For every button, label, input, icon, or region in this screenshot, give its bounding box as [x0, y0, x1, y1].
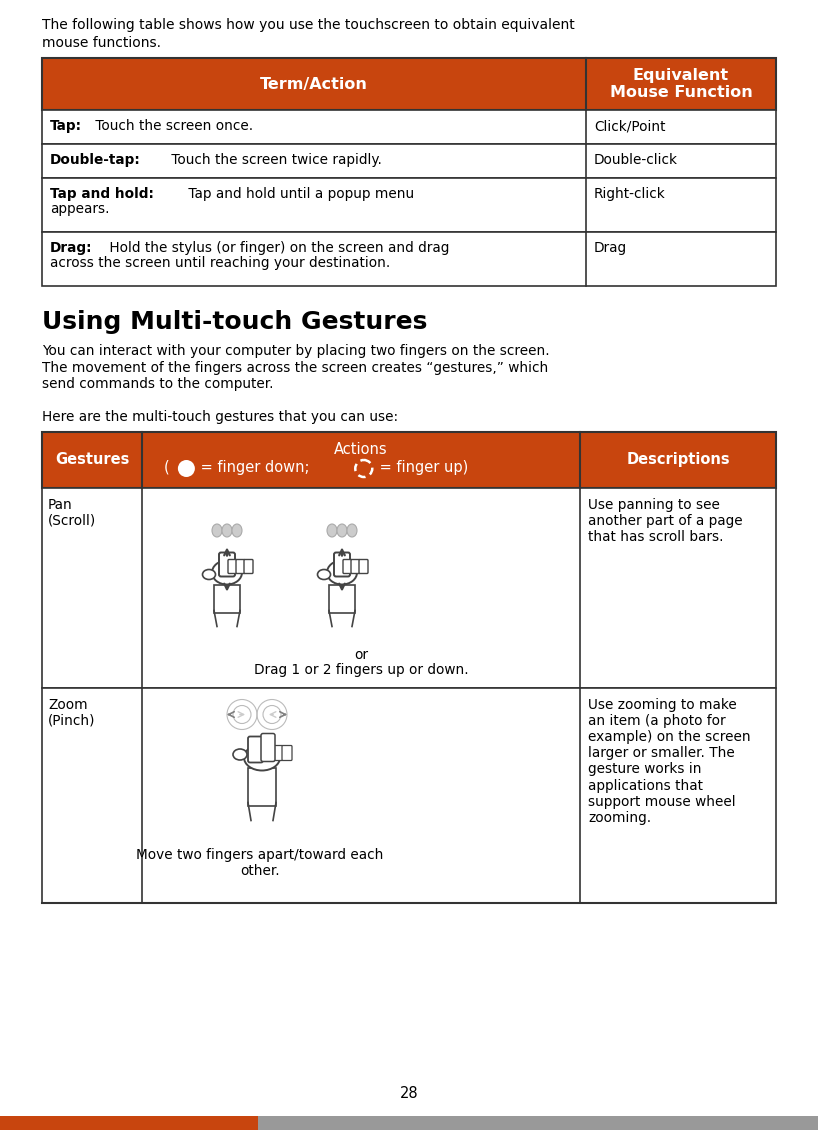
Bar: [42, 487, 776, 687]
Text: The movement of the fingers across the screen creates “gestures,” which: The movement of the fingers across the s…: [42, 361, 548, 374]
Bar: [42, 687, 776, 902]
Text: Right-click: Right-click: [594, 187, 666, 201]
Text: Term/Action: Term/Action: [260, 76, 368, 91]
Text: Here are the multi-touch gestures that you can use:: Here are the multi-touch gestures that y…: [42, 410, 398, 423]
Text: Gestures: Gestures: [55, 452, 129, 467]
Ellipse shape: [327, 523, 337, 537]
Text: Actions: Actions: [335, 442, 388, 456]
FancyBboxPatch shape: [282, 745, 292, 760]
Text: Tap and hold:: Tap and hold:: [50, 187, 154, 201]
Text: Descriptions: Descriptions: [627, 452, 730, 467]
Bar: [42, 232, 776, 286]
Text: Using Multi-touch Gestures: Using Multi-touch Gestures: [42, 310, 427, 333]
FancyBboxPatch shape: [343, 560, 352, 574]
Text: Move two fingers apart/toward each
other.: Move two fingers apart/toward each other…: [137, 848, 384, 877]
Ellipse shape: [233, 749, 247, 760]
Text: = finger down;: = finger down;: [196, 460, 319, 475]
Text: Pan
(Scroll): Pan (Scroll): [48, 497, 97, 528]
Text: Drag:: Drag:: [50, 241, 92, 255]
FancyBboxPatch shape: [219, 553, 235, 577]
Text: Touch the screen once.: Touch the screen once.: [92, 119, 254, 133]
Bar: [42, 58, 776, 110]
Text: Equivalent
Mouse Function: Equivalent Mouse Function: [609, 68, 753, 100]
Bar: [42, 431, 776, 487]
Text: You can interact with your computer by placing two fingers on the screen.: You can interact with your computer by p…: [42, 344, 550, 358]
Ellipse shape: [317, 569, 330, 579]
Text: mouse functions.: mouse functions.: [42, 36, 161, 50]
Text: = finger up): = finger up): [375, 460, 468, 475]
FancyBboxPatch shape: [334, 553, 350, 577]
Text: Double-click: Double-click: [594, 152, 678, 167]
Text: Drag 1 or 2 fingers up or down.: Drag 1 or 2 fingers up or down.: [254, 662, 469, 676]
Bar: [329, 585, 355, 612]
Text: across the screen until reaching your destination.: across the screen until reaching your de…: [50, 256, 390, 270]
Text: send commands to the computer.: send commands to the computer.: [42, 377, 273, 391]
Text: Double-tap:: Double-tap:: [50, 152, 141, 167]
Bar: [248, 767, 276, 806]
Ellipse shape: [222, 523, 232, 537]
Bar: [42, 178, 776, 232]
FancyBboxPatch shape: [351, 560, 360, 574]
FancyBboxPatch shape: [228, 560, 237, 574]
Ellipse shape: [327, 561, 357, 585]
Text: 28: 28: [400, 1086, 418, 1100]
Bar: [214, 585, 240, 612]
Ellipse shape: [203, 569, 215, 579]
Text: Zoom
(Pinch): Zoom (Pinch): [48, 698, 96, 727]
Text: (: (: [164, 460, 174, 475]
Text: The following table shows how you use the touchscreen to obtain equivalent: The following table shows how you use th…: [42, 18, 575, 32]
Text: Tap:: Tap:: [50, 119, 82, 133]
Bar: [42, 145, 776, 178]
FancyBboxPatch shape: [236, 560, 245, 574]
Bar: [258, 1116, 818, 1130]
Ellipse shape: [337, 523, 347, 537]
Ellipse shape: [212, 561, 242, 585]
Ellipse shape: [212, 523, 222, 537]
Bar: [42, 110, 776, 145]
FancyBboxPatch shape: [261, 734, 275, 761]
Text: Use panning to see
another part of a page
that has scroll bars.: Use panning to see another part of a pag…: [588, 497, 743, 544]
Text: Drag: Drag: [594, 241, 627, 255]
Ellipse shape: [232, 523, 242, 537]
Text: appears.: appears.: [50, 203, 110, 216]
Ellipse shape: [244, 744, 280, 770]
FancyBboxPatch shape: [359, 560, 368, 574]
Bar: [0, 1116, 258, 1130]
Text: Tap and hold until a popup menu: Tap and hold until a popup menu: [184, 187, 414, 201]
Ellipse shape: [347, 523, 357, 537]
FancyBboxPatch shape: [248, 736, 263, 762]
FancyBboxPatch shape: [244, 560, 253, 574]
FancyBboxPatch shape: [273, 745, 283, 760]
Circle shape: [178, 460, 195, 477]
Text: Touch the screen twice rapidly.: Touch the screen twice rapidly.: [167, 152, 382, 167]
Text: Click/Point: Click/Point: [594, 119, 666, 133]
Text: or: or: [354, 648, 368, 661]
Text: Hold the stylus (or finger) on the screen and drag: Hold the stylus (or finger) on the scree…: [105, 241, 449, 255]
Text: Use zooming to make
an item (a photo for
example) on the screen
larger or smalle: Use zooming to make an item (a photo for…: [588, 698, 751, 825]
